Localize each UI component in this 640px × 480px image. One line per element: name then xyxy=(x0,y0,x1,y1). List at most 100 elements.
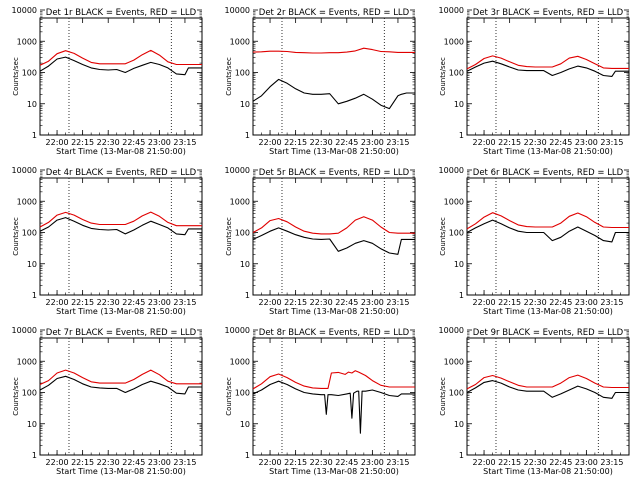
x-tick-label: 23:00 xyxy=(148,138,171,147)
x-tick-label: 22:15 xyxy=(71,458,94,467)
chart-title: Det 9r BLACK = Events, RED = LLD xyxy=(473,328,624,338)
y-tick-label: 100 xyxy=(449,389,464,398)
chart-title: Det 5r BLACK = Events, RED = LLD xyxy=(259,168,410,178)
series-red-line xyxy=(252,370,415,390)
x-tick-label: 23:15 xyxy=(600,138,623,147)
x-tick-label: 22:45 xyxy=(335,138,358,147)
y-tick-label: 10 xyxy=(240,100,250,109)
plot-frame xyxy=(252,177,416,296)
y-tick-label: 1 xyxy=(32,291,37,300)
y-tick-label: 1000 xyxy=(230,37,250,46)
y-axis-label: Counts/sec xyxy=(225,377,233,416)
panel-det-4: Det 4r BLACK = Events, RED = LLD 1 10 100 10… xyxy=(12,166,203,316)
y-tick-label: 1000 xyxy=(444,357,464,366)
y-tick-label: 100 xyxy=(22,69,37,78)
chart-title: Det 4r BLACK = Events, RED = LLD xyxy=(46,168,197,178)
x-axis-label: Start Time (13-Mar-08 21:50:00) xyxy=(269,147,399,156)
y-tick-label: 1000 xyxy=(444,37,464,46)
series-red-line xyxy=(39,211,202,228)
y-tick-label: 1 xyxy=(245,291,250,300)
series-black-line xyxy=(466,219,629,243)
y-axis-label: Counts/sec xyxy=(12,57,20,96)
chart-title: Det 7r BLACK = Events, RED = LLD xyxy=(46,328,197,338)
y-tick-label: 100 xyxy=(235,389,250,398)
y-tick-label: 1 xyxy=(459,451,464,460)
y-tick-label: 1 xyxy=(459,291,464,300)
x-tick-label: 23:15 xyxy=(386,138,409,147)
x-tick-label: 22:30 xyxy=(524,298,547,307)
y-tick-label: 10000 xyxy=(12,6,37,15)
x-axis-label: Start Time (13-Mar-08 21:50:00) xyxy=(483,307,613,316)
y-tick-label: 1 xyxy=(459,131,464,140)
x-tick-label: 23:00 xyxy=(361,138,384,147)
y-tick-label: 10000 xyxy=(225,326,250,335)
chart-title: Det 6r BLACK = Events, RED = LLD xyxy=(473,168,624,178)
x-tick-label: 22:30 xyxy=(310,458,333,467)
x-tick-label: 22:30 xyxy=(524,458,547,467)
y-tick-label: 100 xyxy=(22,229,37,238)
y-tick-label: 10 xyxy=(27,100,37,109)
series-red-line xyxy=(39,49,202,66)
series-red-line xyxy=(466,374,629,390)
y-tick-label: 1000 xyxy=(230,197,250,206)
y-tick-label: 100 xyxy=(449,229,464,238)
plot-frame xyxy=(39,177,203,296)
y-axis-label: Counts/sec xyxy=(225,57,233,96)
x-tick-label: 22:00 xyxy=(259,298,282,307)
x-axis-label: Start Time (13-Mar-08 21:50:00) xyxy=(56,307,186,316)
series-black-line xyxy=(39,56,202,76)
x-tick-label: 22:15 xyxy=(498,458,521,467)
series-black-line xyxy=(252,380,415,434)
x-tick-label: 22:00 xyxy=(259,138,282,147)
x-tick-label: 23:15 xyxy=(173,298,196,307)
x-tick-label: 23:15 xyxy=(173,138,196,147)
x-tick-label: 22:00 xyxy=(46,138,69,147)
panel-det-1: Det 1r BLACK = Events, RED = LLD 1 10 100 10… xyxy=(12,6,203,156)
x-tick-label: 22:30 xyxy=(97,458,120,467)
x-tick-label: 23:15 xyxy=(386,458,409,467)
chart-title: Det 1r BLACK = Events, RED = LLD xyxy=(46,8,197,18)
y-tick-label: 1000 xyxy=(17,197,37,206)
x-tick-label: 22:45 xyxy=(122,458,145,467)
x-tick-label: 23:00 xyxy=(575,298,598,307)
x-tick-label: 22:15 xyxy=(498,298,521,307)
y-tick-label: 10000 xyxy=(439,326,464,335)
x-axis-label: Start Time (13-Mar-08 21:50:00) xyxy=(483,147,613,156)
x-tick-label: 22:30 xyxy=(97,298,120,307)
y-tick-label: 10000 xyxy=(439,166,464,175)
chart-title: Det 8r BLACK = Events, RED = LLD xyxy=(259,328,410,338)
x-tick-label: 23:00 xyxy=(148,458,171,467)
x-axis-label: Start Time (13-Mar-08 21:50:00) xyxy=(483,467,613,476)
series-black-line xyxy=(252,78,415,110)
series-red-line xyxy=(466,212,629,230)
y-tick-label: 10 xyxy=(240,260,250,269)
x-tick-label: 23:15 xyxy=(173,458,196,467)
y-tick-label: 10000 xyxy=(12,166,37,175)
plot-frame xyxy=(466,17,630,136)
plot-frame xyxy=(466,337,630,456)
x-tick-label: 22:00 xyxy=(46,298,69,307)
x-tick-label: 22:30 xyxy=(524,138,547,147)
y-tick-label: 100 xyxy=(22,389,37,398)
y-tick-label: 1000 xyxy=(17,37,37,46)
x-tick-label: 22:45 xyxy=(122,138,145,147)
chart-title: Det 3r BLACK = Events, RED = LLD xyxy=(473,8,624,18)
x-tick-label: 23:00 xyxy=(575,138,598,147)
x-tick-label: 22:45 xyxy=(549,458,572,467)
y-tick-label: 10 xyxy=(454,100,464,109)
panel-det-9: Det 9r BLACK = Events, RED = LLD 1 10 100 10… xyxy=(439,326,630,476)
series-black-line xyxy=(466,60,629,77)
y-tick-label: 1000 xyxy=(444,197,464,206)
plot-frame xyxy=(39,337,203,456)
x-tick-label: 22:45 xyxy=(335,458,358,467)
x-axis-label: Start Time (13-Mar-08 21:50:00) xyxy=(56,147,186,156)
x-tick-label: 22:15 xyxy=(498,138,521,147)
y-tick-label: 1 xyxy=(245,451,250,460)
x-tick-label: 22:45 xyxy=(549,138,572,147)
x-tick-label: 22:30 xyxy=(310,138,333,147)
x-tick-label: 23:00 xyxy=(361,458,384,467)
panel-det-5: Det 5r BLACK = Events, RED = LLD 1 10 100 10… xyxy=(225,166,416,316)
y-tick-label: 10000 xyxy=(439,6,464,15)
x-tick-label: 23:15 xyxy=(386,298,409,307)
